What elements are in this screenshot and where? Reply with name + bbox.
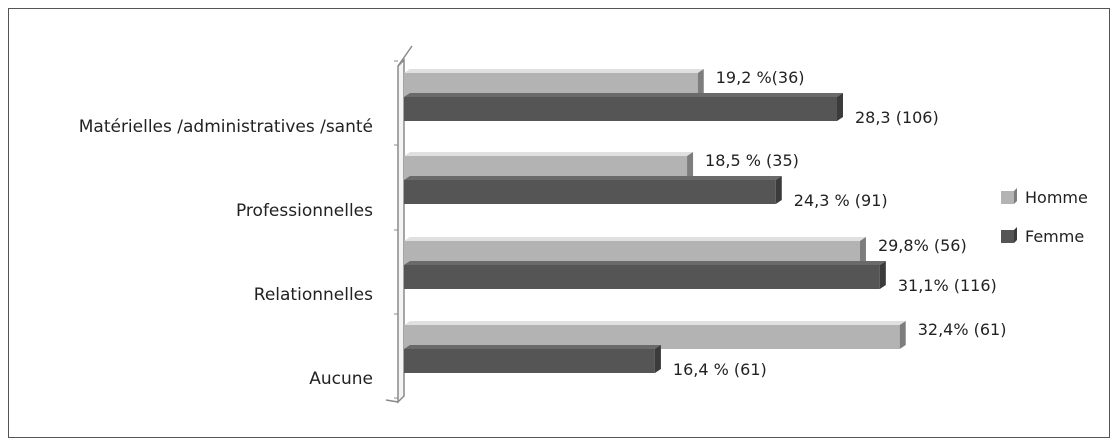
data-label-homme-3: 32,4% (61) <box>918 320 1007 339</box>
bar-side-face <box>899 321 906 349</box>
bar-femme-3 <box>404 345 661 373</box>
bar-side-face <box>775 176 782 204</box>
bar-femme-1 <box>404 176 782 204</box>
legend-swatch-side <box>1014 227 1017 243</box>
bar-side-face <box>836 93 843 121</box>
bar-top-face <box>404 345 661 349</box>
bar-top-face <box>404 176 782 180</box>
category-label-1: Professionnelles <box>236 201 373 221</box>
bar-homme-3 <box>404 321 906 349</box>
axis-wall-top <box>397 45 413 67</box>
bar-homme-2 <box>404 237 866 265</box>
legend-label-homme: Homme <box>1025 188 1088 207</box>
bar-top-face <box>404 69 704 73</box>
legend-swatch <box>1001 191 1014 204</box>
data-label-homme-2: 29,8% (56) <box>878 236 967 255</box>
labels-group: 19,2 %(36) 18,5 % (35) 29,8% (56) 32,4% (61… <box>79 68 1007 389</box>
bar-femme-0 <box>404 93 843 121</box>
bar-side-face <box>687 152 694 180</box>
bar-front-face <box>404 265 880 289</box>
bar-front-face <box>404 349 655 373</box>
bar-homme-0 <box>404 69 704 97</box>
bar-front-face <box>404 97 837 121</box>
bar-side-face <box>879 261 886 289</box>
legend-item-homme: Homme <box>1001 188 1088 207</box>
data-label-homme-0: 19,2 %(36) <box>716 68 805 87</box>
data-label-femme-3: 16,4 % (61) <box>673 360 767 379</box>
legend-swatch <box>1001 230 1014 243</box>
bar-top-face <box>404 152 694 156</box>
bar-top-face <box>404 261 886 265</box>
bars-group <box>404 69 906 373</box>
data-label-femme-2: 31,1% (116) <box>898 276 997 295</box>
data-label-femme-0: 28,3 (106) <box>855 108 939 127</box>
data-label-femme-1: 24,3 % (91) <box>794 191 888 210</box>
category-label-0: Matérielles /administratives /santé <box>79 117 373 137</box>
category-label-2: Relationnelles <box>254 285 373 305</box>
bar-chart: 19,2 %(36) 18,5 % (35) 29,8% (56) 32,4% (61… <box>79 45 1088 404</box>
data-label-homme-1: 18,5 % (35) <box>705 151 799 170</box>
legend-item-femme: Femme <box>1001 227 1084 246</box>
bar-homme-1 <box>404 152 694 180</box>
bar-top-face <box>404 237 866 241</box>
legend-swatch-side <box>1014 188 1017 204</box>
bar-side-face <box>654 345 661 373</box>
bar-top-face <box>404 93 843 97</box>
bar-side-face <box>859 237 866 265</box>
bar-side-face <box>697 69 704 97</box>
legend-label-femme: Femme <box>1025 227 1084 246</box>
axis-wall-bottom <box>385 399 399 403</box>
bar-femme-2 <box>404 261 886 289</box>
bar-top-face <box>404 321 906 325</box>
legend: Homme Femme <box>1001 188 1088 246</box>
category-label-3: Aucune <box>309 369 373 389</box>
bar-front-face <box>404 180 776 204</box>
axis-wall-face <box>397 58 405 404</box>
